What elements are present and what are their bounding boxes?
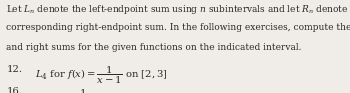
Text: and right sums for the given functions on the indicated interval.: and right sums for the given functions o… bbox=[6, 43, 302, 52]
Text: 12.: 12. bbox=[6, 65, 22, 74]
Text: corresponding right-endpoint sum. In the following exercises, compute the indica: corresponding right-endpoint sum. In the… bbox=[6, 23, 350, 32]
Text: $L_4$ for $f(x) = \dfrac{1}{x-1}$ on $[2, 3]$: $L_4$ for $f(x) = \dfrac{1}{x-1}$ on $[2… bbox=[35, 65, 168, 86]
Text: Let $L_n$ denote the left-endpoint sum using $n$ subintervals and let $R_n$ deno: Let $L_n$ denote the left-endpoint sum u… bbox=[6, 3, 350, 16]
Text: 16.: 16. bbox=[6, 87, 22, 93]
Text: $R_4$ for $\dfrac{1}{x^2+1}$ on $[-2, 2]$: $R_4$ for $\dfrac{1}{x^2+1}$ on $[-2, 2]… bbox=[35, 87, 153, 93]
